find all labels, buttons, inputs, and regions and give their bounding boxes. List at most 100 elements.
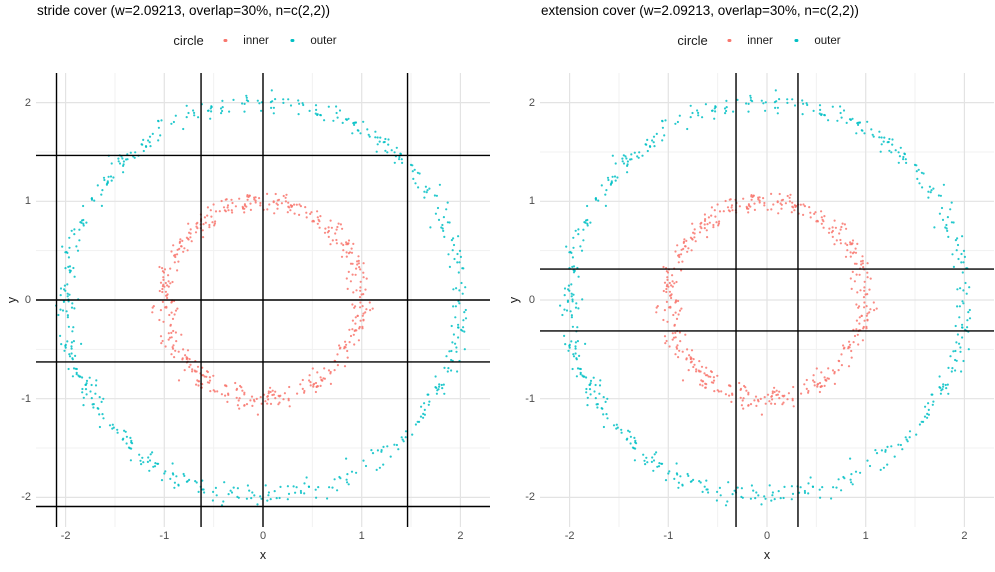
data-point [312,385,315,388]
data-point [827,119,830,122]
data-point [354,305,357,308]
data-point [446,370,449,373]
data-point [276,207,279,210]
data-point [840,116,843,119]
data-point [687,474,690,477]
data-point [572,355,576,358]
data-point [818,112,821,115]
data-point [299,383,302,386]
data-point [214,220,217,223]
data-point [803,383,806,386]
data-point [423,196,426,199]
x-axis-title: x [763,548,771,562]
data-point [703,213,706,216]
y-tick-label: -1 [525,392,535,405]
data-point [230,198,233,201]
data-point [847,345,850,348]
data-point [335,105,338,108]
data-point [70,341,73,344]
data-point [167,332,170,335]
data-point [344,340,347,343]
data-point [858,316,861,319]
data-point [789,193,792,196]
data-point [170,122,173,125]
legend-title: circle [173,33,204,48]
data-point [764,109,767,112]
data-point [364,288,367,291]
data-point [215,494,218,497]
data-point [610,182,613,185]
data-point [729,385,732,388]
data-point [164,470,167,473]
data-point [315,496,318,499]
data-point [442,216,445,219]
data-point [580,249,584,252]
data-point [571,256,574,259]
data-point [636,155,639,158]
data-point [382,463,385,466]
data-point [662,289,665,293]
data-point [764,101,767,104]
data-point [887,140,890,144]
data-point [335,228,338,231]
data-point [678,349,681,352]
data-point [604,204,607,207]
data-point [368,301,371,304]
data-point [359,132,362,135]
data-point [570,316,573,319]
data-point [422,412,425,415]
data-point [831,369,835,372]
data-point [59,334,62,337]
data-point [441,387,444,390]
data-point [355,471,358,474]
data-point [886,463,889,466]
data-point [582,228,585,231]
data-point [360,293,363,296]
data-point [819,496,822,499]
data-point [255,397,258,400]
data-point [148,135,152,138]
data-point [665,285,668,288]
data-point [354,121,357,124]
data-point [183,474,186,477]
data-point [193,369,196,372]
data-point [890,445,893,448]
data-point [799,486,802,489]
data-point [73,307,76,310]
data-point [235,396,238,399]
data-point [844,255,848,258]
data-point [923,415,927,418]
data-point [664,479,668,482]
data-point [678,309,682,312]
data-point [345,277,348,280]
data-point [839,111,842,115]
data-point [380,450,383,453]
data-point [163,268,167,271]
data-point [622,162,626,165]
data-point [282,101,285,104]
data-point [303,492,306,495]
data-point [66,283,69,286]
data-point [709,370,713,373]
data-point [938,386,941,389]
data-point [669,294,672,297]
data-point [296,392,299,395]
data-point [662,265,665,269]
data-point [454,342,457,345]
data-point [259,201,262,205]
data-point [259,495,262,498]
data-point [237,399,240,402]
data-point [787,392,790,395]
data-point [169,323,172,326]
data-point [705,488,708,491]
data-point [957,257,960,261]
data-point [254,201,257,204]
data-point [274,192,277,196]
data-point [828,227,831,230]
data-point [880,143,883,146]
data-point [336,489,339,492]
data-point [359,306,362,309]
data-point [858,121,861,124]
data-point [204,221,207,224]
data-point [683,238,686,241]
